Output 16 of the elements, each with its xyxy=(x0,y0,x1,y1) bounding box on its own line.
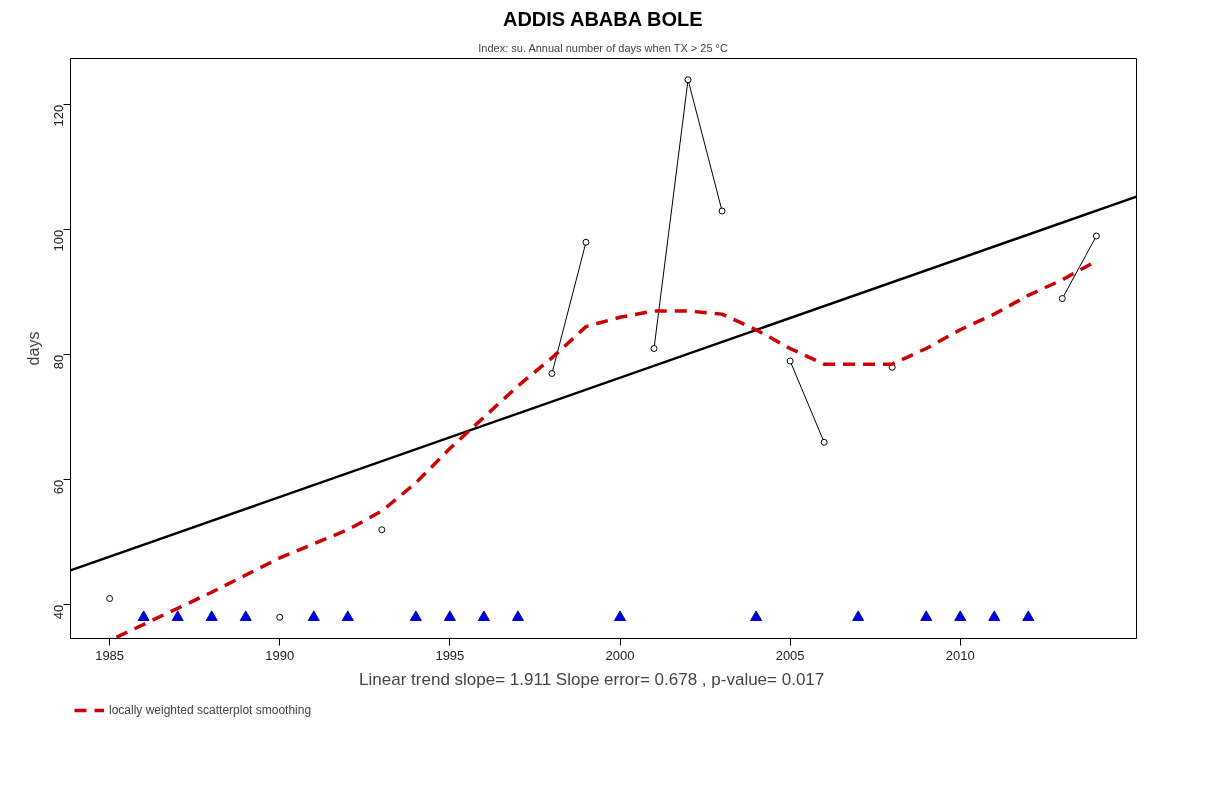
y-tick-label: 80 xyxy=(51,354,66,370)
x-tick-label: 2010 xyxy=(945,647,975,663)
y-axis-title: days xyxy=(24,331,42,366)
y-tick-label: 100 xyxy=(51,229,66,252)
y-tick-label: 40 xyxy=(51,604,66,620)
chart-title: ADDIS ABABA BOLE xyxy=(502,7,703,30)
x-tick-label: 2005 xyxy=(775,647,805,663)
text: Linear trend slope= 1.911 Slope error= 0.678 , p-value= 0.017 xyxy=(359,669,825,689)
x-tick-label: 1990 xyxy=(265,647,295,663)
x-tick-label: 1995 xyxy=(435,647,465,663)
x-tick-label: 1985 xyxy=(95,647,125,663)
chart-subtitle: Index: su. Annual number of days when TX > 25 °C xyxy=(478,41,729,54)
y-tick-label: 120 xyxy=(51,104,66,127)
y-tick-label: 60 xyxy=(51,479,66,495)
x-tick-label: 2000 xyxy=(605,647,635,663)
legend-label: locally weighted scatterplot smoothing xyxy=(109,703,312,717)
